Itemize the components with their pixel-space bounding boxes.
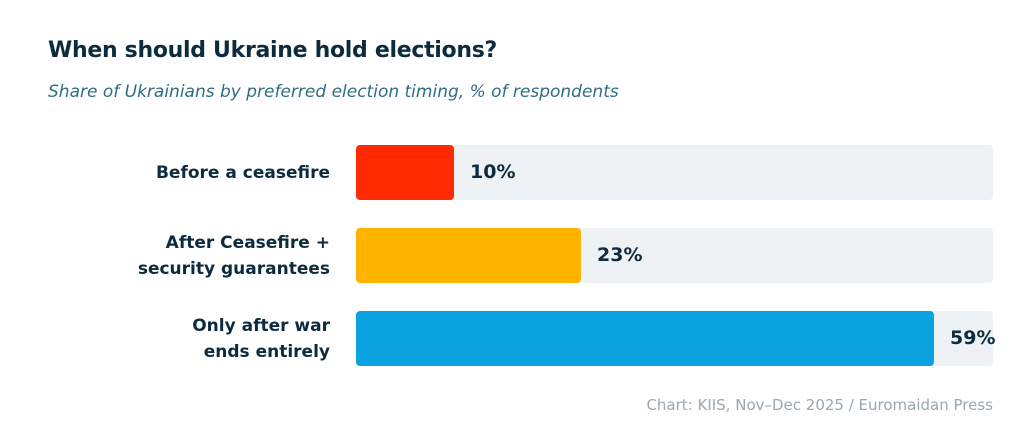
chart-subtitle: Share of Ukrainians by preferred electio… [48, 82, 619, 102]
bar [356, 311, 934, 366]
category-label: Only after war ends entirely [192, 315, 330, 362]
bar [356, 145, 454, 200]
value-label: 59% [950, 327, 996, 349]
category-label: After Ceasefire + security guarantees [137, 232, 330, 279]
category-label: Before a ceasefire [155, 162, 330, 183]
value-label: 23% [597, 244, 643, 266]
source-note: Chart: KIIS, Nov–Dec 2025 / Euromaidan P… [646, 396, 993, 414]
chart-title: When should Ukraine hold elections? [48, 38, 497, 63]
bar [356, 228, 581, 283]
value-label: 10% [470, 161, 516, 183]
bar-track [356, 145, 993, 200]
